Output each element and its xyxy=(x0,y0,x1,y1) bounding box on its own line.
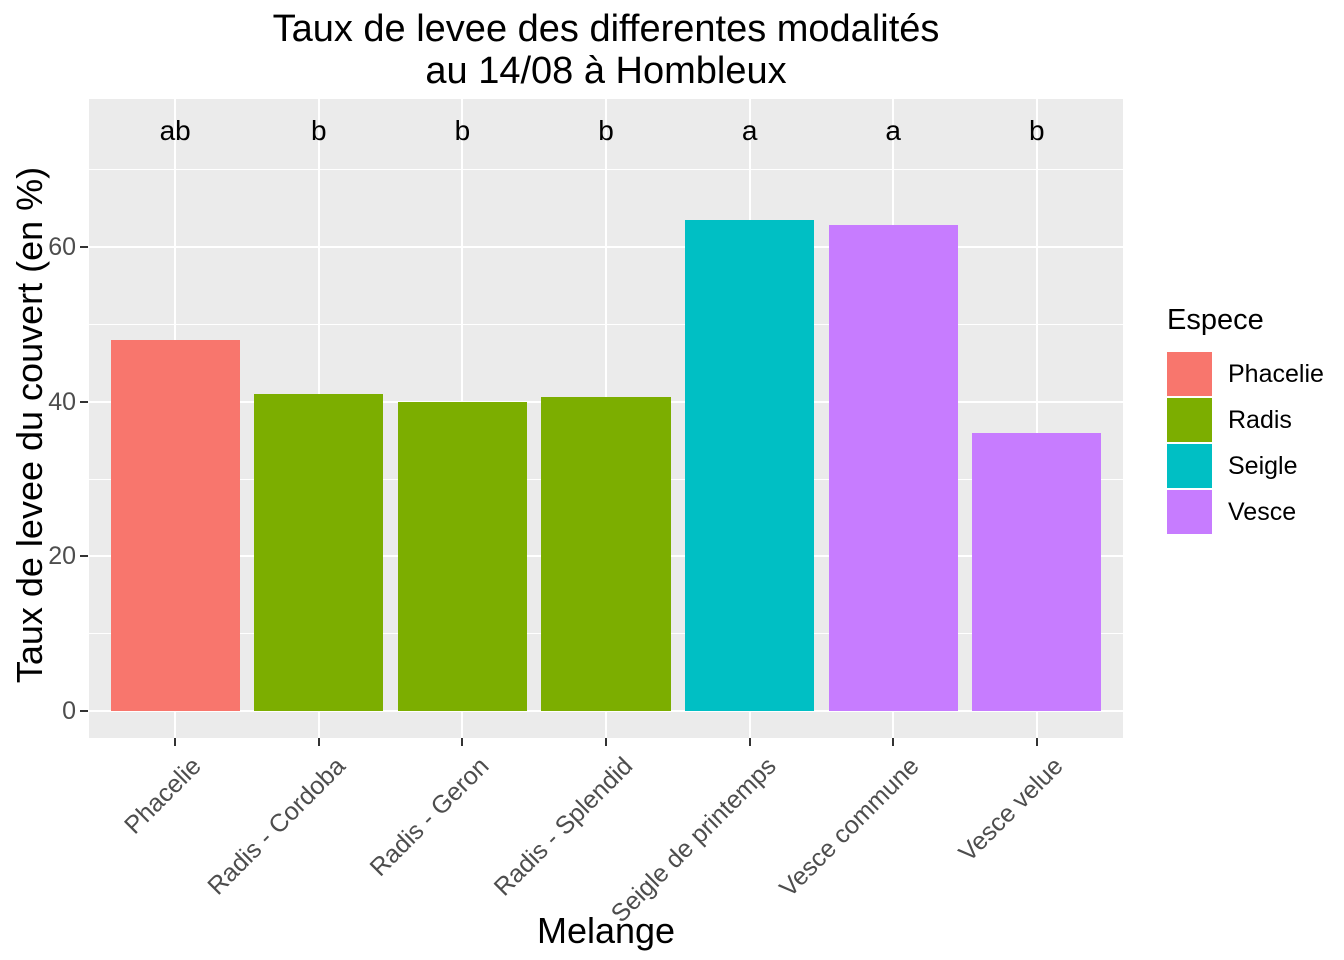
x-tick-label-5: Seigle de printemps xyxy=(605,752,782,929)
y-tick-mark-0 xyxy=(80,710,88,712)
sig-letter-6: a xyxy=(885,115,902,146)
legend-item-radis: Radis xyxy=(1167,397,1324,443)
x-tick-label-3: Radis - Geron xyxy=(364,752,495,882)
y-tick-mark-20 xyxy=(80,555,88,558)
plot-panel: ab b b b a a b xyxy=(89,99,1123,738)
x-tick-mark-3 xyxy=(461,738,464,746)
y-tick-label-0: 0 xyxy=(62,697,76,725)
x-tick-label-1: Phacelie xyxy=(119,752,207,840)
legend-title: Espece xyxy=(1167,304,1264,336)
sig-letter-5: a xyxy=(741,115,758,146)
bar-radis-cordoba xyxy=(254,393,384,711)
x-tick-label-4: Radis - Splendid xyxy=(488,752,638,902)
legend-label-vesce: Vesce xyxy=(1228,497,1297,526)
legend-swatch-radis xyxy=(1167,398,1212,442)
legend-swatch-vesce xyxy=(1167,490,1212,534)
y-tick-label-20: 20 xyxy=(48,542,76,571)
legend-item-seigle: Seigle xyxy=(1167,443,1324,489)
x-tick-label-6: Vesce commune xyxy=(774,752,926,903)
legend-swatch-phacelie xyxy=(1167,352,1212,396)
legend-item-phacelie: Phacelie xyxy=(1167,351,1324,397)
y-tick-mark-40 xyxy=(80,400,88,403)
bar-radis-geron xyxy=(397,401,527,711)
gridline-major-x-7 xyxy=(1035,99,1038,738)
sig-letter-3: b xyxy=(454,115,471,146)
bar-vesce-commune xyxy=(828,225,958,711)
legend-label-radis: Radis xyxy=(1228,405,1292,434)
legend-label-seigle: Seigle xyxy=(1228,451,1298,480)
plot-title: Taux de levee des differentes modalités … xyxy=(89,8,1123,92)
legend-swatch-seigle xyxy=(1167,444,1212,488)
legend: Espece Phacelie Radis Seigle Vesce xyxy=(1167,304,1324,535)
bar-phacelie xyxy=(110,339,240,711)
sig-letter-2: b xyxy=(310,115,327,146)
x-tick-label-7: Vesce velue xyxy=(953,752,1069,868)
x-tick-mark-2 xyxy=(317,738,320,746)
bar-vesce-velue xyxy=(972,432,1102,711)
x-tick-label-2: Radis - Cordoba xyxy=(202,752,351,901)
sig-letter-4: b xyxy=(598,115,614,146)
sig-letter-7: b xyxy=(1029,115,1045,146)
y-tick-mark-60 xyxy=(80,246,88,248)
y-tick-label-60: 60 xyxy=(48,233,76,261)
plot-title-line2: au 14/08 à Hombleux xyxy=(425,50,787,92)
bar-seigle-de-printemps xyxy=(684,219,815,711)
legend-items: Phacelie Radis Seigle Vesce xyxy=(1167,351,1324,535)
legend-label-phacelie: Phacelie xyxy=(1228,359,1324,388)
plot-title-line1: Taux de levee des differentes modalités xyxy=(272,8,940,50)
x-tick-mark-7 xyxy=(1035,738,1038,746)
sig-letter-1: ab xyxy=(159,115,191,146)
x-axis-title: Melange xyxy=(536,910,676,951)
x-tick-mark-6 xyxy=(892,738,895,746)
x-tick-mark-1 xyxy=(174,738,177,746)
legend-item-vesce: Vesce xyxy=(1167,489,1324,535)
y-axis-title: Taux de levee du couvert (en %) xyxy=(9,166,50,684)
y-tick-label-40: 40 xyxy=(48,387,76,416)
x-tick-mark-4 xyxy=(605,738,607,746)
x-tick-mark-5 xyxy=(748,738,751,746)
bar-radis-splendid xyxy=(541,397,671,711)
